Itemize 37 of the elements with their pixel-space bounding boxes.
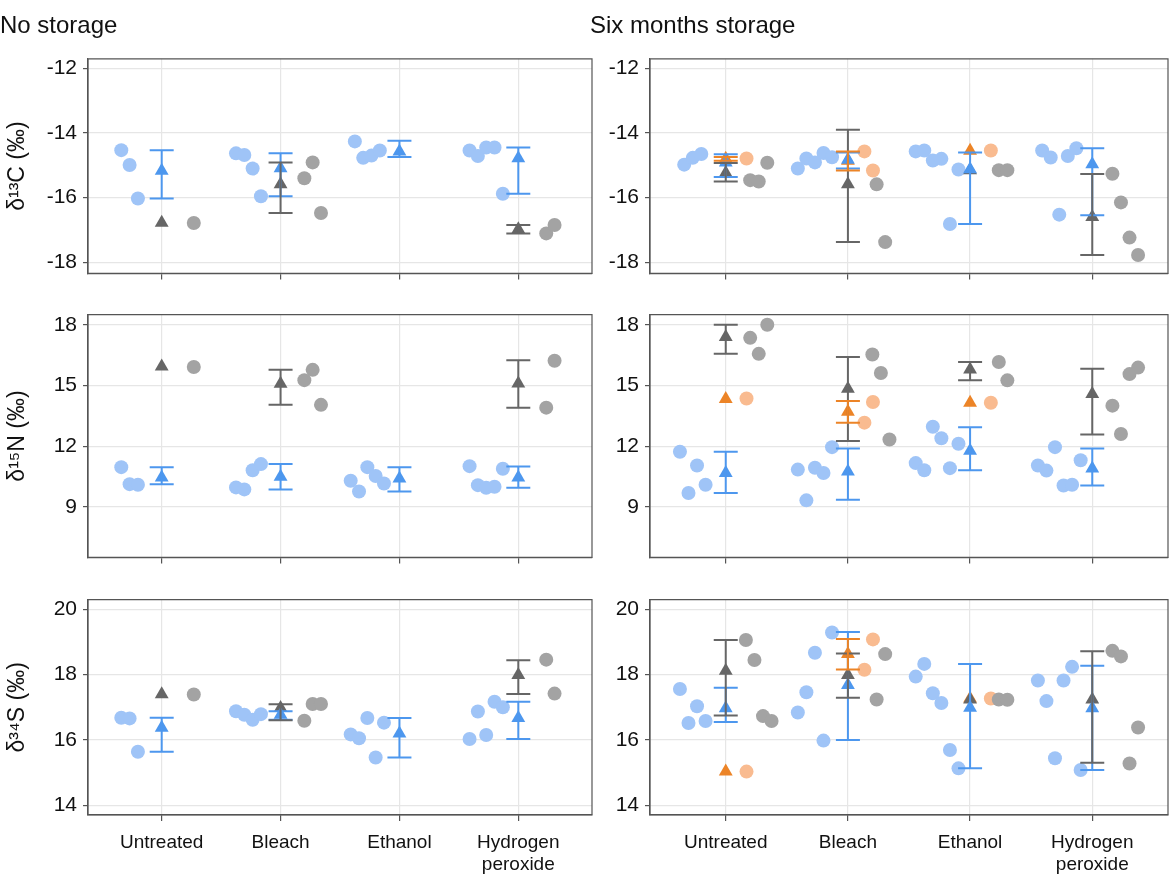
y-tick-label: 20 — [53, 596, 77, 620]
y-tick-label: 18 — [53, 661, 77, 685]
x-tick-label: Ethanol — [937, 830, 1003, 852]
x-tick-label: Untreated — [119, 830, 204, 852]
x-tick-label: Ethanol — [367, 830, 432, 852]
y-tick-label: -18 — [46, 248, 77, 272]
y-tick-label: 18 — [615, 661, 639, 685]
y-tick-label: 15 — [53, 372, 77, 396]
x-tick-label: Hydrogen peroxide — [1051, 830, 1134, 875]
y-tick-label: 12 — [615, 432, 639, 456]
y-tick-label: -14 — [608, 119, 640, 143]
y-tick-label: -12 — [46, 55, 77, 79]
chart-title: No storage — [0, 11, 118, 39]
y-tick-label: 15 — [615, 372, 639, 396]
y-tick-label: 9 — [65, 493, 77, 517]
chart-title: Six months storage — [590, 11, 796, 39]
y-tick-label: 14 — [615, 792, 640, 816]
y-tick-label: -16 — [46, 184, 77, 208]
y-axis-title: δ³⁴S (‰) — [3, 662, 30, 753]
y-tick-label: 12 — [53, 432, 77, 456]
x-tick-label: Untreated — [684, 830, 768, 852]
x-tick-label: Bleach — [251, 830, 310, 852]
y-tick-label: 20 — [615, 596, 639, 620]
y-axis-title: δ¹⁵N (‰) — [3, 390, 30, 482]
y-tick-label: 14 — [53, 792, 78, 816]
y-tick-label: 18 — [53, 311, 77, 335]
y-tick-label: -18 — [608, 248, 639, 272]
y-axis-title: δ¹³C (‰) — [3, 121, 30, 211]
y-tick-label: 18 — [615, 311, 639, 335]
y-tick-label: 9 — [627, 493, 639, 517]
y-tick-label: 16 — [53, 726, 77, 750]
x-tick-label: Hydrogen peroxide — [477, 830, 560, 875]
y-tick-label: -14 — [46, 119, 78, 143]
y-tick-label: 16 — [615, 726, 639, 750]
x-tick-label: Bleach — [818, 830, 877, 852]
y-tick-label: -12 — [608, 55, 639, 79]
y-tick-label: -16 — [608, 184, 639, 208]
